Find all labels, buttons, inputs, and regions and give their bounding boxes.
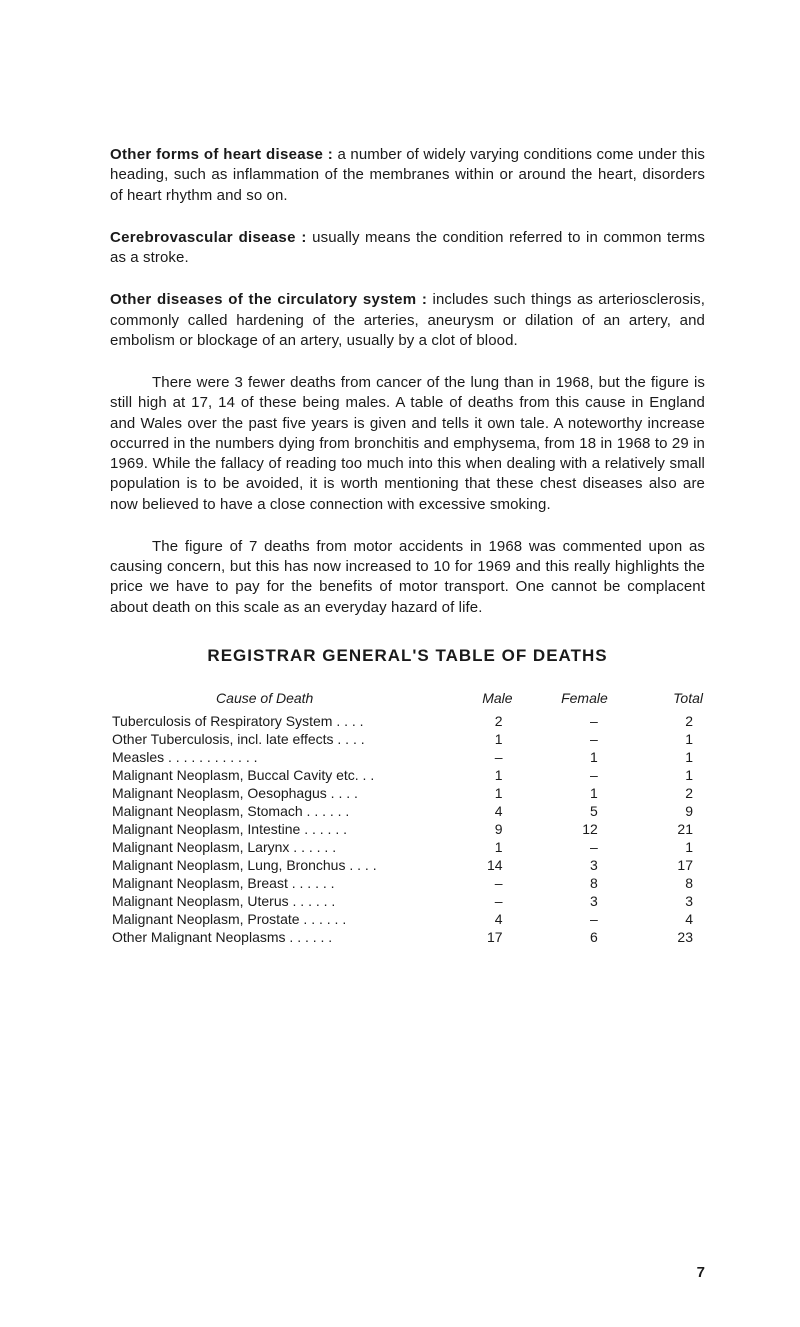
cell-female: 1 [515, 784, 610, 802]
cell-total: 1 [610, 838, 705, 856]
cell-male: – [419, 874, 514, 892]
cell-total: 4 [610, 910, 705, 928]
table-row: Malignant Neoplasm, Prostate . . . . . .… [110, 910, 705, 928]
cell-cause: Malignant Neoplasm, Breast . . . . . . [110, 874, 419, 892]
document-page: Other forms of heart disease : a number … [0, 0, 800, 1327]
cell-total: 2 [610, 784, 705, 802]
cell-cause: Tuberculosis of Respiratory System . . .… [110, 712, 419, 730]
table-row: Tuberculosis of Respiratory System . . .… [110, 712, 705, 730]
cell-male: 4 [419, 910, 514, 928]
table-row: Malignant Neoplasm, Buccal Cavity etc. .… [110, 766, 705, 784]
lead-heart-disease: Other forms of heart disease : [110, 146, 333, 163]
cell-female: – [515, 730, 610, 748]
cell-total: 1 [610, 730, 705, 748]
cell-male: 17 [419, 928, 514, 946]
cell-total: 23 [610, 928, 705, 946]
cell-cause: Malignant Neoplasm, Lung, Bronchus . . .… [110, 856, 419, 874]
table-row: Malignant Neoplasm, Lung, Bronchus . . .… [110, 856, 705, 874]
cell-male: 9 [419, 820, 514, 838]
cell-female: 8 [515, 874, 610, 892]
header-male: Male [419, 686, 514, 712]
table-row: Malignant Neoplasm, Uterus . . . . . .–3… [110, 892, 705, 910]
header-female: Female [515, 686, 610, 712]
cell-total: 1 [610, 748, 705, 766]
table-header-row: Cause of Death Male Female Total [110, 686, 705, 712]
cell-cause: Malignant Neoplasm, Intestine . . . . . … [110, 820, 419, 838]
lead-circulatory: Other diseases of the circulatory system… [110, 291, 427, 308]
cell-cause: Malignant Neoplasm, Uterus . . . . . . [110, 892, 419, 910]
table-title: REGISTRAR GENERAL'S TABLE OF DEATHS [110, 646, 705, 666]
cell-total: 21 [610, 820, 705, 838]
table-row: Malignant Neoplasm, Breast . . . . . .–8… [110, 874, 705, 892]
paragraph-lung-cancer: There were 3 fewer deaths from cancer of… [110, 373, 705, 515]
cell-cause: Malignant Neoplasm, Buccal Cavity etc. .… [110, 766, 419, 784]
cell-male: 14 [419, 856, 514, 874]
cell-cause: Other Malignant Neoplasms . . . . . . [110, 928, 419, 946]
table-row: Malignant Neoplasm, Stomach . . . . . .4… [110, 802, 705, 820]
cell-female: – [515, 838, 610, 856]
cell-male: – [419, 892, 514, 910]
cell-total: 1 [610, 766, 705, 784]
cell-cause: Malignant Neoplasm, Stomach . . . . . . [110, 802, 419, 820]
table-row: Measles . . . . . . . . . . . .–11 [110, 748, 705, 766]
cell-cause: Malignant Neoplasm, Prostate . . . . . . [110, 910, 419, 928]
cell-female: 6 [515, 928, 610, 946]
cell-total: 9 [610, 802, 705, 820]
table-row: Malignant Neoplasm, Intestine . . . . . … [110, 820, 705, 838]
cell-male: 2 [419, 712, 514, 730]
header-total: Total [610, 686, 705, 712]
cell-female: – [515, 766, 610, 784]
paragraph-motor-accidents: The figure of 7 deaths from motor accide… [110, 537, 705, 618]
cell-male: – [419, 748, 514, 766]
cell-cause: Other Tuberculosis, incl. late effects .… [110, 730, 419, 748]
cell-female: – [515, 712, 610, 730]
deaths-table: Cause of Death Male Female Total Tubercu… [110, 686, 705, 946]
cell-male: 1 [419, 766, 514, 784]
cell-female: – [515, 910, 610, 928]
cell-total: 2 [610, 712, 705, 730]
cell-female: 12 [515, 820, 610, 838]
table-row: Malignant Neoplasm, Larynx . . . . . .1–… [110, 838, 705, 856]
cell-total: 17 [610, 856, 705, 874]
table-row: Other Tuberculosis, incl. late effects .… [110, 730, 705, 748]
cell-female: 5 [515, 802, 610, 820]
cell-total: 3 [610, 892, 705, 910]
deaths-table-body: Tuberculosis of Respiratory System . . .… [110, 712, 705, 946]
header-cause: Cause of Death [110, 686, 419, 712]
page-number: 7 [697, 1264, 705, 1281]
lead-cerebrovascular: Cerebrovascular disease : [110, 229, 307, 246]
cell-cause: Measles . . . . . . . . . . . . [110, 748, 419, 766]
paragraph-heart-disease: Other forms of heart disease : a number … [110, 145, 705, 206]
cell-total: 8 [610, 874, 705, 892]
cell-male: 1 [419, 730, 514, 748]
cell-male: 1 [419, 784, 514, 802]
cell-cause: Malignant Neoplasm, Larynx . . . . . . [110, 838, 419, 856]
table-row: Malignant Neoplasm, Oesophagus . . . .11… [110, 784, 705, 802]
paragraph-circulatory: Other diseases of the circulatory system… [110, 290, 705, 351]
cell-male: 4 [419, 802, 514, 820]
cell-cause: Malignant Neoplasm, Oesophagus . . . . [110, 784, 419, 802]
paragraph-cerebrovascular: Cerebrovascular disease : usually means … [110, 228, 705, 269]
cell-female: 1 [515, 748, 610, 766]
table-row: Other Malignant Neoplasms . . . . . .176… [110, 928, 705, 946]
cell-female: 3 [515, 856, 610, 874]
cell-female: 3 [515, 892, 610, 910]
cell-male: 1 [419, 838, 514, 856]
